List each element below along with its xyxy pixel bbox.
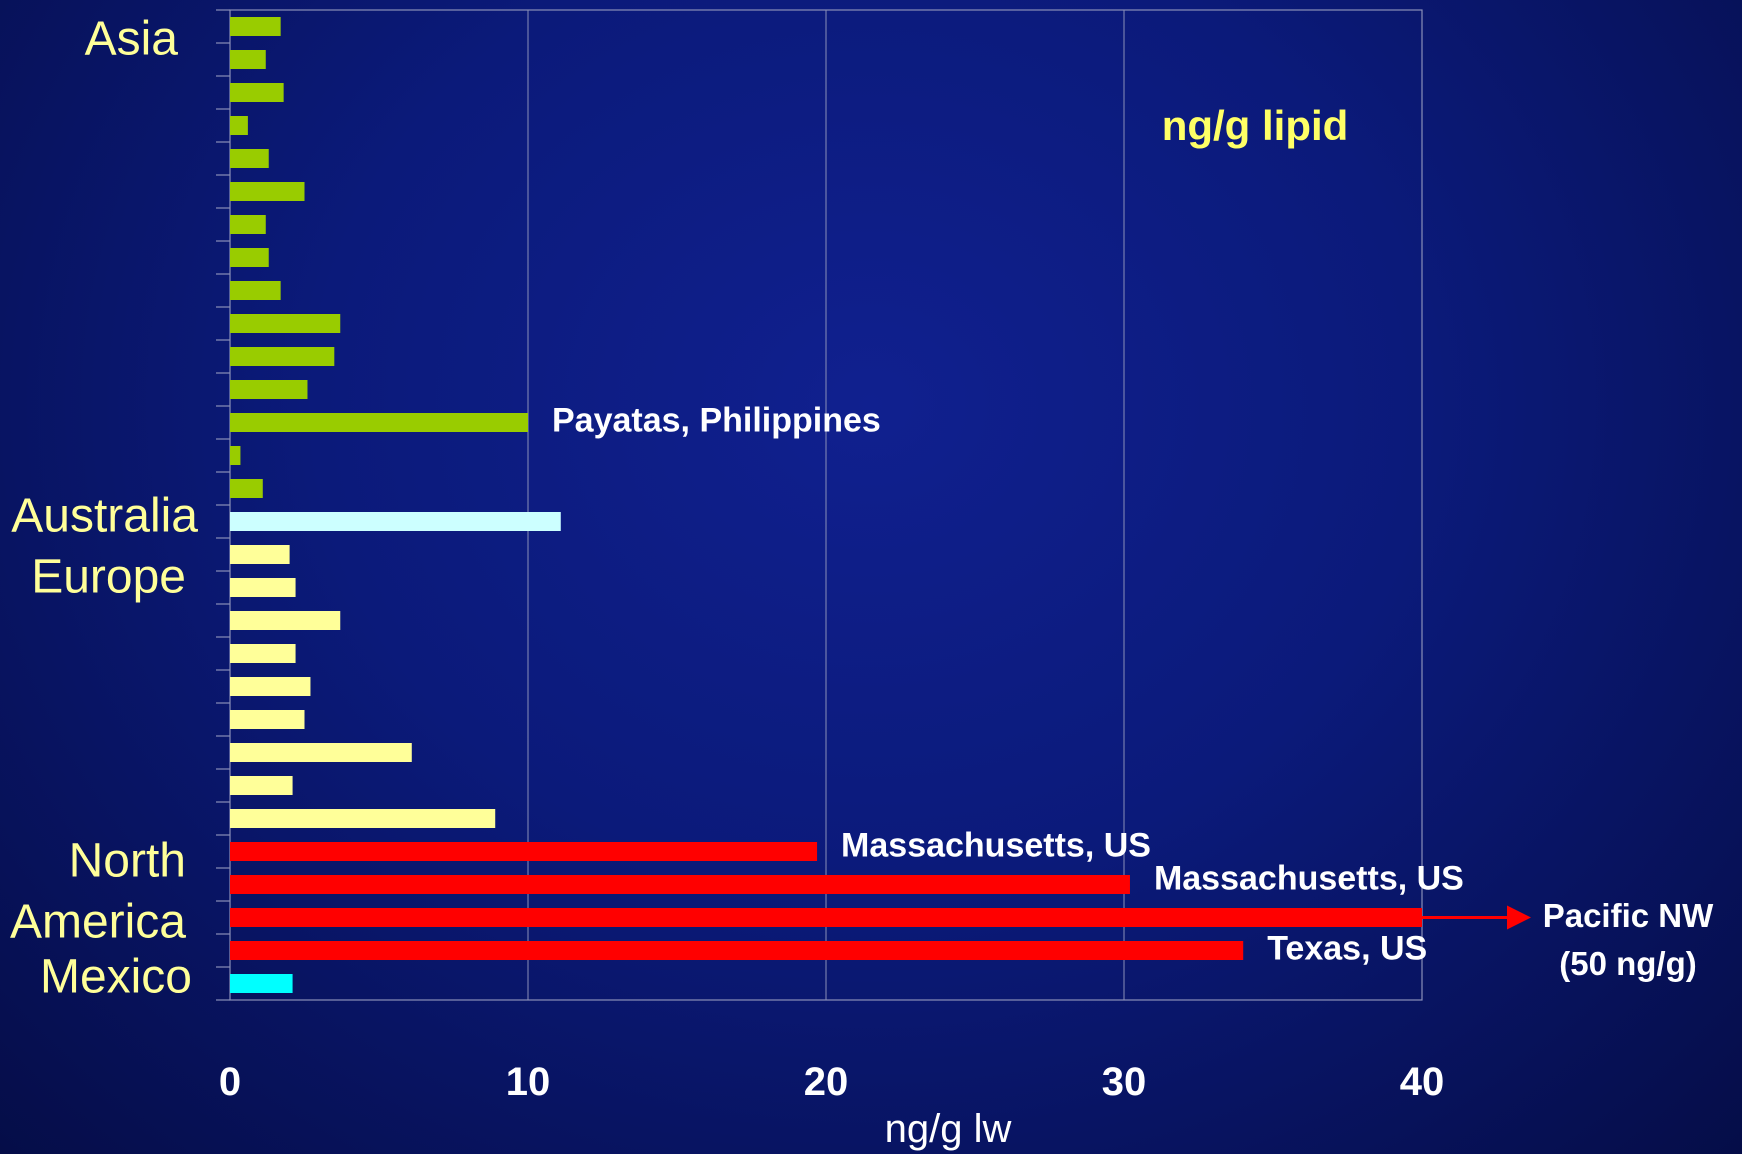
gridlines (527, 10, 1125, 1000)
region-label: Europe (31, 551, 186, 604)
region-label: Asia (85, 13, 179, 66)
x-axis-tick-labels: 0 10 20 30 40 (219, 1060, 1444, 1104)
bar-north-america (230, 875, 1130, 894)
bar-asia (230, 149, 269, 168)
bar-asia (230, 50, 266, 69)
bar-australia (230, 512, 561, 531)
overflow-callout: Pacific NW (1543, 897, 1714, 934)
bar-asia (230, 347, 335, 366)
bar-asia (230, 182, 305, 201)
bar-europe (230, 809, 496, 828)
bar-asia (230, 446, 241, 465)
bar-europe (230, 743, 412, 762)
bar-europe (230, 545, 290, 564)
unit-annotation: ng/g lipid (1162, 102, 1349, 149)
bar-asia (230, 479, 263, 498)
bar-europe (230, 644, 296, 663)
region-label: Australia (11, 490, 198, 543)
x-tick-label: 0 (219, 1060, 241, 1104)
bar-europe (230, 677, 311, 696)
bar-north-america (230, 908, 1422, 927)
bar-asia (230, 281, 281, 300)
bar-annotations: Payatas, Philippines Massachusetts, USMas… (552, 401, 1714, 982)
region-label: America (10, 896, 186, 949)
bar-asia (230, 17, 281, 36)
bar-asia (230, 248, 269, 267)
bar-annotation: Payatas, Philippines (552, 401, 881, 439)
bar-asia (230, 83, 284, 102)
bar-annotation: Massachusetts, US (1154, 859, 1464, 897)
bar-annotation: Massachusetts, US (841, 826, 1151, 864)
bar-north-america (230, 941, 1244, 960)
bars (230, 17, 1422, 993)
x-tick-label: 20 (804, 1060, 849, 1104)
x-tick-label: 10 (506, 1060, 551, 1104)
bar-europe (230, 776, 293, 795)
bar-annotation: Texas, US (1267, 929, 1427, 967)
bar-asia (230, 380, 308, 399)
bar-europe (230, 710, 305, 729)
bar-asia (230, 314, 341, 333)
region-label: North (69, 835, 186, 888)
x-tick-label: 40 (1400, 1060, 1445, 1104)
bar-europe (230, 611, 341, 630)
x-axis-label: ng/g lw (885, 1107, 1012, 1151)
bar-asia (230, 413, 528, 432)
bar-europe (230, 578, 296, 597)
y-axis-ticks (216, 9, 230, 1001)
bar-mexico (230, 974, 293, 993)
overflow-callout: (50 ng/g) (1559, 945, 1697, 982)
region-label: Mexico (40, 951, 192, 1004)
x-tick-label: 30 (1102, 1060, 1147, 1104)
bar-asia (230, 215, 266, 234)
bar-asia (230, 116, 248, 135)
bar-north-america (230, 842, 818, 861)
